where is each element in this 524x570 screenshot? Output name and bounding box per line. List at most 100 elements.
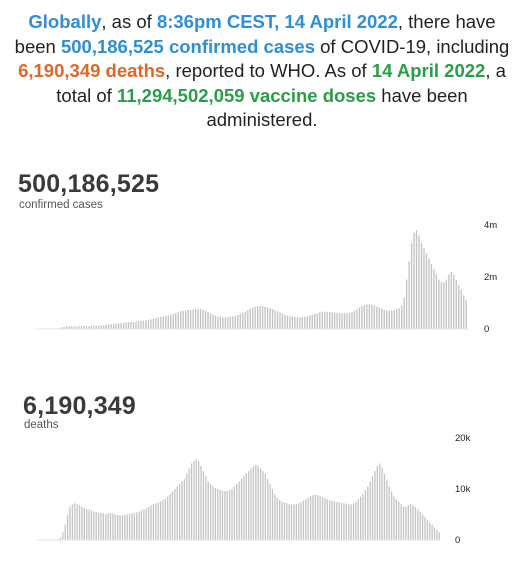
bar [336,501,338,540]
bar [112,324,115,329]
bar [190,463,193,540]
bar [413,232,415,329]
bar [182,310,184,329]
bar [276,311,279,329]
bar [193,460,195,540]
summary-text-part: , there have been [14,11,496,57]
bar [155,503,157,540]
bar [271,309,274,329]
summary-timestamp: 8:36pm CEST, 14 April 2022 [156,11,398,32]
bar [247,310,249,329]
bar [219,317,222,329]
bar [366,304,368,329]
bar [407,505,409,540]
bar [59,537,62,540]
bar [226,491,228,540]
bar [281,313,284,329]
bar [238,481,240,540]
bar [86,508,88,540]
summary-text-part: , as of [101,11,157,32]
bar [157,502,159,540]
bar [219,490,221,540]
bar [405,506,407,540]
bar [127,322,130,329]
bar [167,496,169,540]
bar [245,473,247,540]
bar [289,316,291,329]
bar [279,500,281,540]
cases-label: confirmed cases [19,199,103,211]
bar [237,314,239,329]
bar [95,325,97,329]
bar [98,325,100,329]
bar [341,313,343,329]
bar [57,538,59,540]
bar [75,326,78,329]
bar [221,490,224,540]
cases-chart: 0 2m 4m [36,220,497,335]
bar [367,486,369,540]
bar [63,326,65,329]
bar [301,317,304,329]
bar [126,514,128,540]
bar [178,483,181,540]
bar [105,324,107,329]
bar [224,491,226,540]
bar [164,499,166,540]
bar [207,481,209,540]
bar [314,494,317,540]
bar [232,316,234,329]
bar [412,505,414,540]
summary-text-part: of COVID-19, including [315,35,510,57]
bar [115,323,117,329]
bar [95,511,97,540]
bar [350,504,352,540]
bar [402,506,405,540]
summary-deaths: 6,190,349 deaths [18,60,166,81]
bar [152,504,155,540]
bar [340,502,343,540]
bar [81,506,83,540]
bar [140,320,142,329]
bar [170,314,172,329]
bar [233,486,236,540]
bar [408,261,410,329]
bar [209,483,212,540]
bar [240,478,243,540]
bar [145,320,147,329]
bar [400,305,403,329]
bar [259,468,262,540]
bar [200,466,202,540]
bar [403,297,405,329]
bar [429,522,431,540]
summary-text-part: , reported to WHO. As of [165,60,372,81]
summary-vaccine-doses: 11,294,502,059 vaccine doses [116,84,377,106]
bar [117,323,120,329]
bar [147,319,150,329]
bar [207,312,209,329]
bar [336,312,338,329]
bar [90,325,92,329]
summary-text-part: have been administered. [206,84,468,131]
bar [167,315,169,329]
bar [326,311,328,329]
bar [309,315,311,329]
bar [78,505,81,540]
summary-confirmed-cases: 500,186,525 confirmed cases [60,35,315,57]
bar [390,491,393,540]
bar [212,486,214,540]
bar [174,489,176,540]
summary-text: Globally, as of 8:36pm CEST, 14 April 20… [14,10,510,133]
bar [423,248,425,329]
bar [172,313,174,329]
bar [386,310,388,329]
bar [283,502,286,540]
bar [137,321,140,329]
bar [373,305,376,329]
bar [307,497,309,540]
bar [274,494,276,540]
bar [110,324,112,329]
bar [293,504,295,540]
bar [284,314,286,329]
bar [290,504,293,540]
